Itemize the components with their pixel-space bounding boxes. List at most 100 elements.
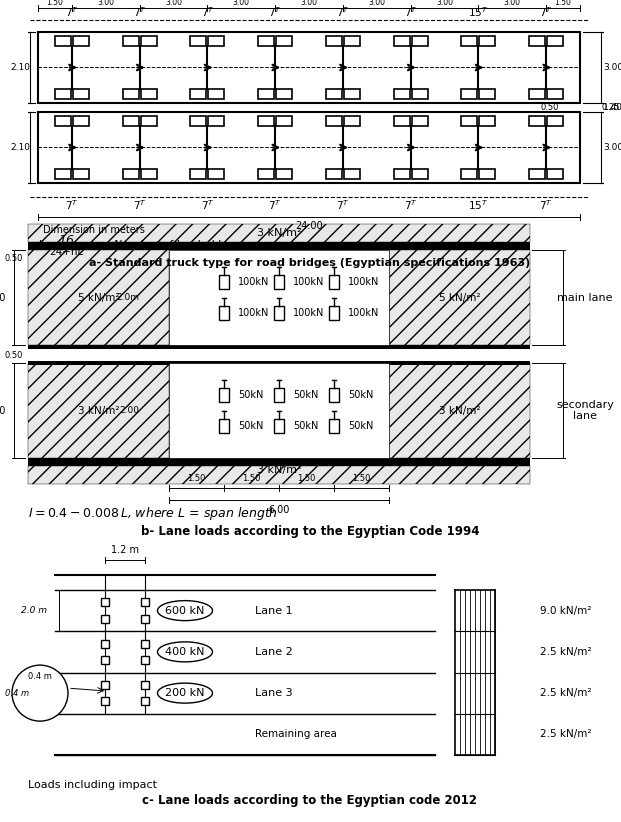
- Bar: [28, 363, 169, 458]
- Text: I =: I =: [38, 238, 60, 252]
- Bar: [31, 684, 49, 702]
- Text: b- Lane loads according to the Egyptian Code 1994: b- Lane loads according to the Egyptian …: [141, 524, 479, 538]
- Text: 7$^T$: 7$^T$: [133, 198, 147, 212]
- Text: 3 kN/m²: 3 kN/m²: [439, 405, 480, 415]
- Bar: [329, 307, 339, 321]
- Bar: [122, 116, 138, 126]
- Bar: [28, 458, 530, 466]
- Text: 1.50: 1.50: [555, 0, 571, 7]
- Ellipse shape: [158, 601, 212, 621]
- Text: 3.00: 3.00: [301, 0, 317, 7]
- Bar: [140, 116, 156, 126]
- Bar: [412, 36, 428, 46]
- Bar: [529, 36, 545, 46]
- Bar: [461, 36, 478, 46]
- Text: 0.50: 0.50: [4, 350, 23, 359]
- Text: 15$^T$: 15$^T$: [468, 5, 489, 19]
- Bar: [394, 169, 410, 179]
- Bar: [55, 89, 71, 99]
- Bar: [140, 36, 156, 46]
- Bar: [461, 89, 478, 99]
- Text: 50kN: 50kN: [348, 390, 373, 399]
- Ellipse shape: [158, 683, 212, 703]
- Bar: [326, 169, 342, 179]
- Text: 3 kN/m²: 3 kN/m²: [256, 228, 301, 238]
- Bar: [389, 363, 530, 458]
- Bar: [141, 615, 149, 623]
- Bar: [344, 36, 360, 46]
- Text: 100kN: 100kN: [348, 308, 379, 318]
- Text: 0.50: 0.50: [4, 253, 23, 262]
- Bar: [191, 169, 206, 179]
- Bar: [274, 307, 284, 321]
- Text: 200 kN: 200 kN: [165, 688, 205, 698]
- Text: 2.10: 2.10: [10, 143, 30, 152]
- Text: 2.00: 2.00: [119, 406, 139, 415]
- Text: 0.4 m: 0.4 m: [28, 672, 52, 681]
- Bar: [326, 116, 342, 126]
- Bar: [219, 419, 229, 433]
- Text: 24+nL: 24+nL: [49, 247, 83, 257]
- Bar: [326, 89, 342, 99]
- Bar: [529, 89, 545, 99]
- Bar: [101, 681, 109, 689]
- Bar: [274, 419, 284, 433]
- Text: 100kN: 100kN: [238, 277, 270, 287]
- Text: 3.00: 3.00: [0, 405, 6, 415]
- Bar: [529, 116, 545, 126]
- Bar: [344, 116, 360, 126]
- Bar: [101, 656, 109, 664]
- Text: 1.40: 1.40: [603, 103, 621, 112]
- Bar: [28, 250, 169, 345]
- Text: Lane 3: Lane 3: [255, 688, 292, 698]
- Text: 2.0m: 2.0m: [116, 293, 139, 302]
- Text: 1.2 m: 1.2 m: [111, 545, 139, 555]
- Text: 100kN: 100kN: [293, 277, 324, 287]
- Bar: [276, 169, 292, 179]
- Text: 50kN: 50kN: [238, 422, 263, 432]
- Text: c- Lane loads according to the Egyptian code 2012: c- Lane loads according to the Egyptian …: [142, 793, 478, 806]
- Text: 7$^T$: 7$^T$: [539, 5, 553, 19]
- Bar: [73, 36, 89, 46]
- Bar: [101, 697, 109, 705]
- Text: 0.25: 0.25: [602, 103, 620, 112]
- Bar: [276, 116, 292, 126]
- Bar: [140, 169, 156, 179]
- Bar: [209, 36, 224, 46]
- Text: main lane: main lane: [557, 293, 613, 302]
- Bar: [28, 224, 530, 242]
- Text: 7$^T$: 7$^T$: [404, 5, 417, 19]
- Text: a- Standard truck type for road bridges (Egyptian specifications 1963): a- Standard truck type for road bridges …: [89, 258, 530, 268]
- Text: 0.50: 0.50: [541, 103, 559, 112]
- Bar: [141, 598, 149, 607]
- Circle shape: [12, 665, 68, 721]
- Text: Lane 2: Lane 2: [255, 647, 292, 657]
- Bar: [219, 388, 229, 402]
- Text: 2.5 kN/m²: 2.5 kN/m²: [540, 688, 591, 698]
- Text: 7$^T$: 7$^T$: [539, 198, 553, 212]
- Text: 2.5 kN/m²: 2.5 kN/m²: [540, 729, 591, 739]
- Bar: [479, 169, 496, 179]
- Bar: [141, 681, 149, 689]
- Text: 7$^T$: 7$^T$: [65, 198, 79, 212]
- Bar: [169, 250, 389, 345]
- Text: 6.00: 6.00: [268, 505, 289, 515]
- Text: 600 kN: 600 kN: [165, 606, 205, 616]
- Text: Remaining area: Remaining area: [255, 729, 337, 739]
- Text: 9.0 kN/m²: 9.0 kN/m²: [540, 606, 591, 616]
- Bar: [412, 116, 428, 126]
- Bar: [28, 242, 530, 250]
- Bar: [547, 169, 563, 179]
- Bar: [191, 116, 206, 126]
- Text: 1.50: 1.50: [242, 474, 261, 483]
- Bar: [258, 89, 274, 99]
- Bar: [394, 89, 410, 99]
- Bar: [140, 89, 156, 99]
- Text: 7$^T$: 7$^T$: [268, 5, 282, 19]
- Text: 1.50: 1.50: [352, 474, 371, 483]
- Bar: [479, 116, 496, 126]
- Text: 1.50: 1.50: [47, 0, 63, 7]
- Bar: [219, 307, 229, 321]
- Text: 3.00: 3.00: [165, 0, 182, 7]
- Bar: [28, 361, 530, 365]
